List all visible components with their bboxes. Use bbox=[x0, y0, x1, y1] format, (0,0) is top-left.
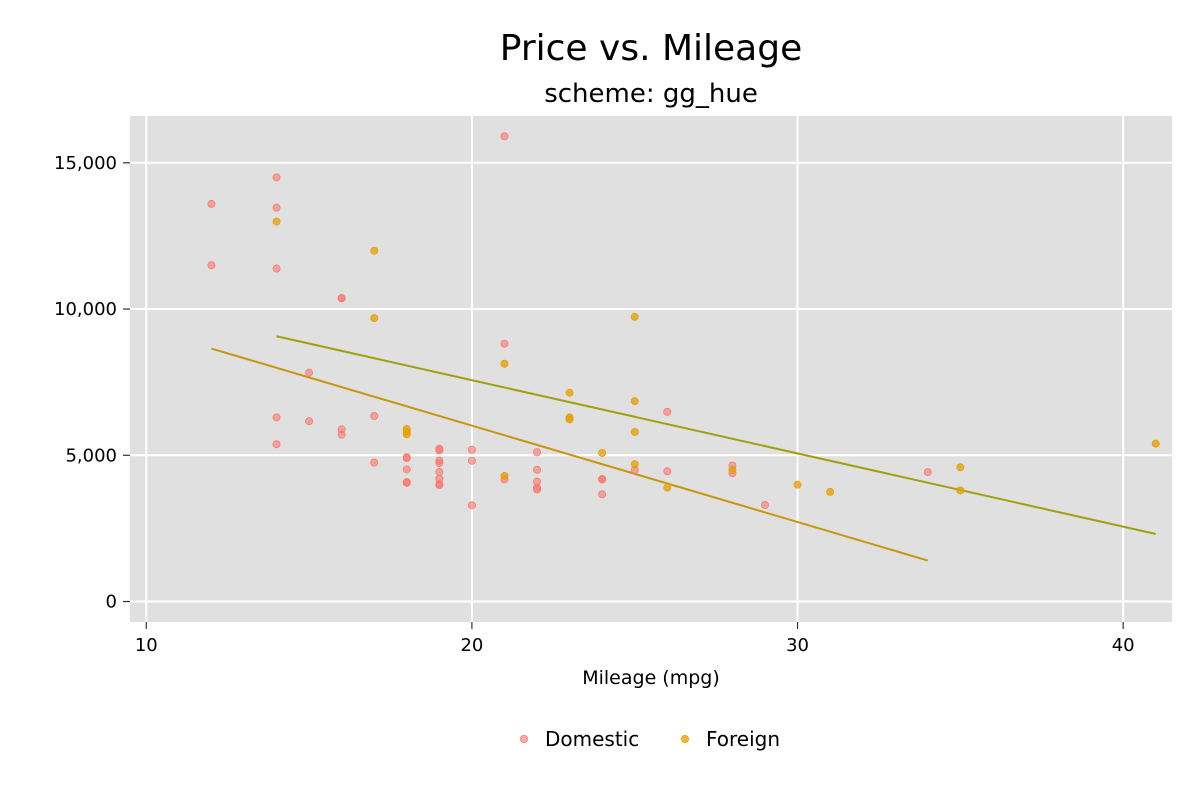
point-foreign-14 bbox=[630, 460, 639, 469]
point-foreign-15 bbox=[956, 463, 965, 472]
legend-label-domestic: Domestic bbox=[545, 727, 639, 751]
point-domestic-30 bbox=[663, 467, 672, 476]
x-tick-label-30: 30 bbox=[786, 635, 809, 656]
point-domestic-2 bbox=[207, 199, 216, 208]
point-domestic-48 bbox=[435, 480, 444, 489]
y-tick-label-10000: 10,000 bbox=[54, 299, 117, 320]
point-foreign-4 bbox=[500, 359, 509, 368]
point-domestic-32 bbox=[923, 468, 932, 477]
point-domestic-44 bbox=[467, 501, 476, 510]
point-foreign-20 bbox=[663, 483, 672, 492]
point-domestic-10 bbox=[663, 407, 672, 416]
point-foreign-11 bbox=[402, 430, 411, 439]
point-domestic-20 bbox=[533, 448, 542, 457]
point-domestic-12 bbox=[272, 413, 281, 422]
x-axis: 10 20 30 40 bbox=[135, 622, 1135, 656]
legend-marker-foreign bbox=[681, 735, 690, 744]
point-domestic-19 bbox=[467, 445, 476, 454]
chart-subtitle: scheme: gg_hue bbox=[544, 79, 758, 109]
point-domestic-11 bbox=[370, 412, 379, 421]
legend-label-foreign: Foreign bbox=[706, 727, 780, 751]
point-foreign-2 bbox=[370, 314, 379, 323]
point-domestic-5 bbox=[272, 264, 281, 273]
series-foreign bbox=[272, 217, 1160, 496]
point-foreign-12 bbox=[630, 427, 639, 436]
y-tick-label-0: 0 bbox=[106, 592, 117, 613]
point-domestic-15 bbox=[337, 430, 346, 439]
point-domestic-35 bbox=[598, 475, 607, 484]
point-foreign-18 bbox=[1151, 439, 1160, 448]
point-foreign-1 bbox=[370, 246, 379, 255]
gridlines bbox=[130, 116, 1172, 622]
point-foreign-17 bbox=[728, 465, 737, 474]
x-tick-label-40: 40 bbox=[1112, 635, 1135, 656]
foreign-fit-line bbox=[276, 335, 1156, 535]
point-foreign-21 bbox=[956, 486, 965, 495]
y-axis: 0 5,000 10,000 15,000 bbox=[54, 153, 130, 613]
point-domestic-43 bbox=[598, 490, 607, 499]
point-foreign-0 bbox=[272, 217, 281, 226]
y-tick-label-5000: 5,000 bbox=[65, 445, 117, 466]
chart-title: Price vs. Mileage bbox=[500, 28, 802, 69]
point-domestic-16 bbox=[272, 440, 281, 449]
y-tick-label-15000: 15,000 bbox=[54, 153, 117, 174]
point-domestic-13 bbox=[305, 417, 314, 426]
x-axis-title: Mileage (mpg) bbox=[582, 667, 720, 689]
point-domestic-23 bbox=[370, 458, 379, 467]
legend-marker-domestic bbox=[520, 735, 529, 744]
point-foreign-22 bbox=[826, 487, 835, 496]
point-foreign-16 bbox=[500, 471, 509, 480]
point-domestic-31 bbox=[435, 468, 444, 477]
point-foreign-8 bbox=[565, 415, 574, 424]
point-domestic-18 bbox=[435, 446, 444, 455]
data-points bbox=[207, 132, 1160, 510]
point-domestic-28 bbox=[402, 465, 411, 474]
point-foreign-13 bbox=[598, 448, 607, 457]
domestic-fit-line bbox=[211, 347, 929, 562]
point-domestic-26 bbox=[435, 459, 444, 468]
point-domestic-3 bbox=[272, 203, 281, 212]
point-foreign-5 bbox=[565, 388, 574, 397]
fit-lines bbox=[211, 335, 1156, 562]
point-domestic-4 bbox=[207, 261, 216, 270]
legend: Domestic Foreign bbox=[520, 727, 780, 751]
x-tick-label-20: 20 bbox=[460, 635, 483, 656]
point-domestic-8 bbox=[500, 339, 509, 348]
plot-panel bbox=[130, 116, 1172, 622]
point-domestic-9 bbox=[305, 368, 314, 377]
point-foreign-3 bbox=[630, 312, 639, 321]
x-tick-label-10: 10 bbox=[135, 635, 158, 656]
point-domestic-39 bbox=[402, 478, 411, 487]
point-domestic-0 bbox=[500, 132, 509, 141]
point-domestic-45 bbox=[760, 501, 769, 510]
point-domestic-22 bbox=[467, 456, 476, 465]
point-domestic-25 bbox=[402, 454, 411, 463]
point-domestic-7 bbox=[337, 294, 346, 303]
point-domestic-1 bbox=[272, 173, 281, 182]
point-domestic-42 bbox=[533, 485, 542, 494]
point-foreign-6 bbox=[630, 397, 639, 406]
point-domestic-27 bbox=[533, 465, 542, 474]
point-foreign-19 bbox=[793, 480, 802, 489]
